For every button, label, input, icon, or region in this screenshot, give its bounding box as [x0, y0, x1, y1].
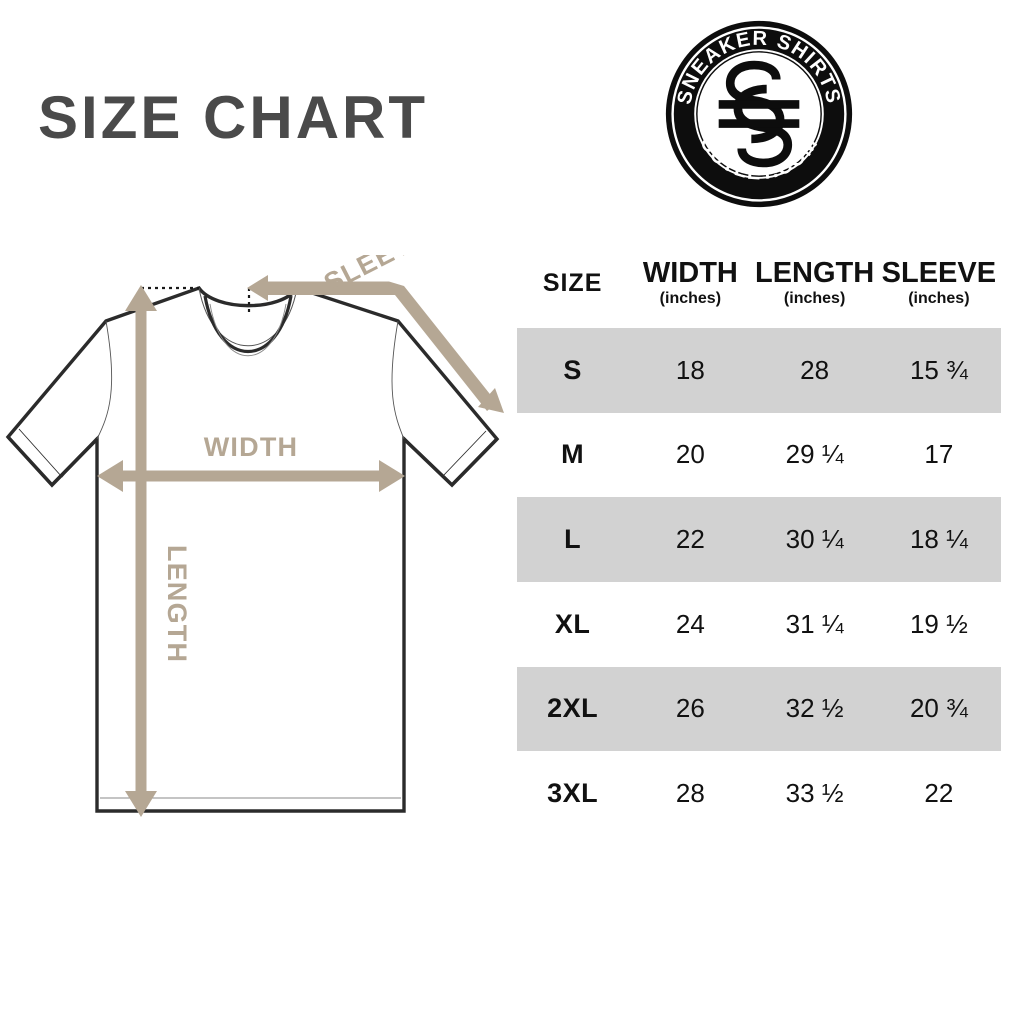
column-header-length-label: LENGTH [754, 257, 875, 290]
table-row: M 20 29 ¼ 17 [517, 412, 1001, 498]
logo-inner-ring [694, 49, 824, 179]
cell-sleeve: 15 ¾ [876, 328, 1001, 413]
cell-sleeve-value: 22 [924, 778, 954, 809]
table-row: XL 24 31 ¼ 19 ½ [517, 581, 1001, 667]
cell-length-value: 33 ½ [785, 778, 844, 809]
length-label: LENGTH [162, 545, 192, 663]
logo-ring-separator [671, 26, 847, 202]
table-header-row: SIZE WIDTH (inches) LENGTH (inches) SLEE… [517, 239, 1001, 328]
cell-size-value: 2XL [547, 693, 599, 724]
column-header-sleeve-unit: (inches) [908, 289, 970, 307]
cell-width-value: 18 [675, 354, 705, 385]
column-header-width-unit: (inches) [659, 289, 722, 307]
cell-length-value: 32 ½ [785, 693, 844, 724]
cell-size: S [517, 328, 629, 413]
cell-width: 24 [628, 581, 753, 667]
cell-length: 29 ¼ [752, 412, 877, 498]
width-arrow [97, 460, 405, 492]
cell-sleeve-value: 20 ¾ [909, 693, 968, 724]
cell-width: 28 [628, 751, 753, 836]
width-label: WIDTH [204, 432, 298, 462]
length-arrow [125, 285, 157, 817]
column-header-size-label: SIZE [542, 269, 603, 297]
cell-sleeve: 17 [876, 412, 1001, 498]
logo-monogram [718, 60, 800, 168]
cell-width: 18 [628, 328, 753, 413]
cell-size: M [517, 412, 629, 498]
cell-length-value: 30 ¼ [785, 524, 844, 555]
column-header-length: LENGTH (inches) [752, 239, 877, 328]
cell-size-value: XL [554, 608, 591, 639]
column-header-sleeve-label: SLEEVE [881, 257, 997, 290]
column-header-width: WIDTH (inches) [628, 239, 753, 328]
cell-width: 20 [628, 412, 753, 498]
tshirt-outline [5, 285, 500, 813]
cell-width-value: 26 [675, 693, 705, 724]
cell-length: 30 ¼ [752, 497, 877, 582]
cell-length: 32 ½ [752, 666, 877, 752]
table-row: S 18 28 15 ¾ [517, 328, 1001, 413]
cell-length-value: 28 [800, 354, 830, 385]
column-header-width-label: WIDTH [642, 257, 738, 290]
cell-length: 31 ¼ [752, 581, 877, 667]
cell-width: 22 [628, 497, 753, 582]
tshirt-measurement-diagram: SLEEVE WIDTH LENGTH [0, 220, 512, 835]
measurement-arrows [97, 275, 504, 817]
cell-width-value: 22 [675, 524, 705, 555]
cell-sleeve-value: 18 ¼ [909, 524, 968, 555]
cell-length-value: 31 ¼ [785, 608, 844, 639]
cell-size-value: L [564, 524, 582, 555]
column-header-sleeve: SLEEVE (inches) [876, 239, 1001, 328]
cell-size-value: S [563, 354, 582, 385]
sneaker-shirts-outlet-logo: SNEAKER SHIRTS OUTLET.COM [663, 18, 855, 210]
page-title: SIZE CHART [38, 84, 428, 151]
table-row: 2XL 26 32 ½ 20 ¾ [517, 666, 1001, 752]
cell-sleeve-value: 19 ½ [909, 608, 968, 639]
cell-sleeve: 18 ¼ [876, 497, 1001, 582]
table-row: L 22 30 ¼ 18 ¼ [517, 497, 1001, 582]
cell-sleeve: 22 [876, 751, 1001, 836]
cell-length: 28 [752, 328, 877, 413]
table-row: 3XL 28 33 ½ 22 [517, 751, 1001, 836]
cell-size: 3XL [517, 751, 629, 836]
cell-sleeve-value: 15 ¾ [909, 354, 968, 385]
cell-sleeve-value: 17 [924, 439, 954, 470]
cell-sleeve: 20 ¾ [876, 666, 1001, 752]
cell-width-value: 20 [675, 439, 705, 470]
cell-width-value: 24 [675, 608, 705, 639]
column-header-size: SIZE [517, 239, 629, 328]
size-chart-table: SIZE WIDTH (inches) LENGTH (inches) SLEE… [517, 239, 1001, 836]
cell-length: 33 ½ [752, 751, 877, 836]
cell-width: 26 [628, 666, 753, 752]
cell-size: XL [517, 581, 629, 667]
cell-size-value: 3XL [547, 778, 599, 809]
cell-length-value: 29 ¼ [785, 439, 844, 470]
sleeve-arrow [247, 275, 504, 413]
cell-width-value: 28 [675, 778, 705, 809]
cell-size: 2XL [517, 666, 629, 752]
cell-size: L [517, 497, 629, 582]
cell-sleeve: 19 ½ [876, 581, 1001, 667]
cell-size-value: M [561, 439, 585, 470]
column-header-length-unit: (inches) [783, 289, 846, 307]
